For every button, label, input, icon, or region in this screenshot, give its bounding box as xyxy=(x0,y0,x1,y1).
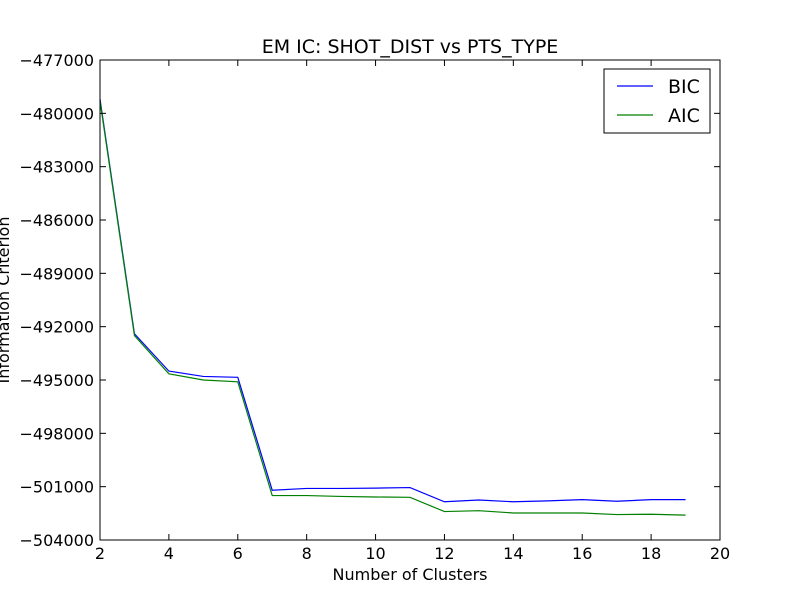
y-tick-label: −492000 xyxy=(20,318,94,337)
y-axis-title: Information Criterion xyxy=(0,217,13,384)
x-tick-label: 16 xyxy=(572,544,592,563)
x-axis-title: Number of Clusters xyxy=(333,565,488,584)
x-tick-label: 14 xyxy=(503,544,523,563)
y-tick-label: −480000 xyxy=(20,104,94,123)
plot-lines xyxy=(99,99,686,516)
y-tick-label: −495000 xyxy=(20,371,94,390)
y-tick-label: −501000 xyxy=(20,478,94,497)
y-tick-label: −504000 xyxy=(20,531,94,550)
x-tick-label: 18 xyxy=(641,544,661,563)
y-tick-label: −498000 xyxy=(20,424,94,443)
chart-title: EM IC: SHOT_DIST vs PTS_TYPE xyxy=(262,36,559,58)
plot-area-frame xyxy=(99,59,721,541)
x-tick-label: 4 xyxy=(164,544,174,563)
y-tick-label: −489000 xyxy=(20,264,94,283)
x-axis: 2 4 6 8 10 12 14 16 18 20 xyxy=(95,60,730,563)
series-line-aic xyxy=(99,100,686,516)
series-line-bic xyxy=(99,99,686,503)
x-tick-label: 6 xyxy=(233,544,243,563)
legend-box xyxy=(603,68,711,134)
legend-label-aic: AIC xyxy=(668,105,700,127)
legend-label-bic: BIC xyxy=(668,76,700,98)
y-tick-label: −477000 xyxy=(20,51,94,70)
x-tick-label: 2 xyxy=(95,544,105,563)
y-tick-label: −486000 xyxy=(20,211,94,230)
legend: BIC AIC xyxy=(603,68,711,134)
x-tick-label: 12 xyxy=(434,544,454,563)
x-tick-label: 10 xyxy=(365,544,385,563)
y-tick-label: −483000 xyxy=(20,158,94,177)
x-tick-label: 20 xyxy=(710,544,730,563)
x-tick-label: 8 xyxy=(302,544,312,563)
y-axis: −477000 −480000 −483000 −486000 −489000 −4920… xyxy=(20,51,720,550)
